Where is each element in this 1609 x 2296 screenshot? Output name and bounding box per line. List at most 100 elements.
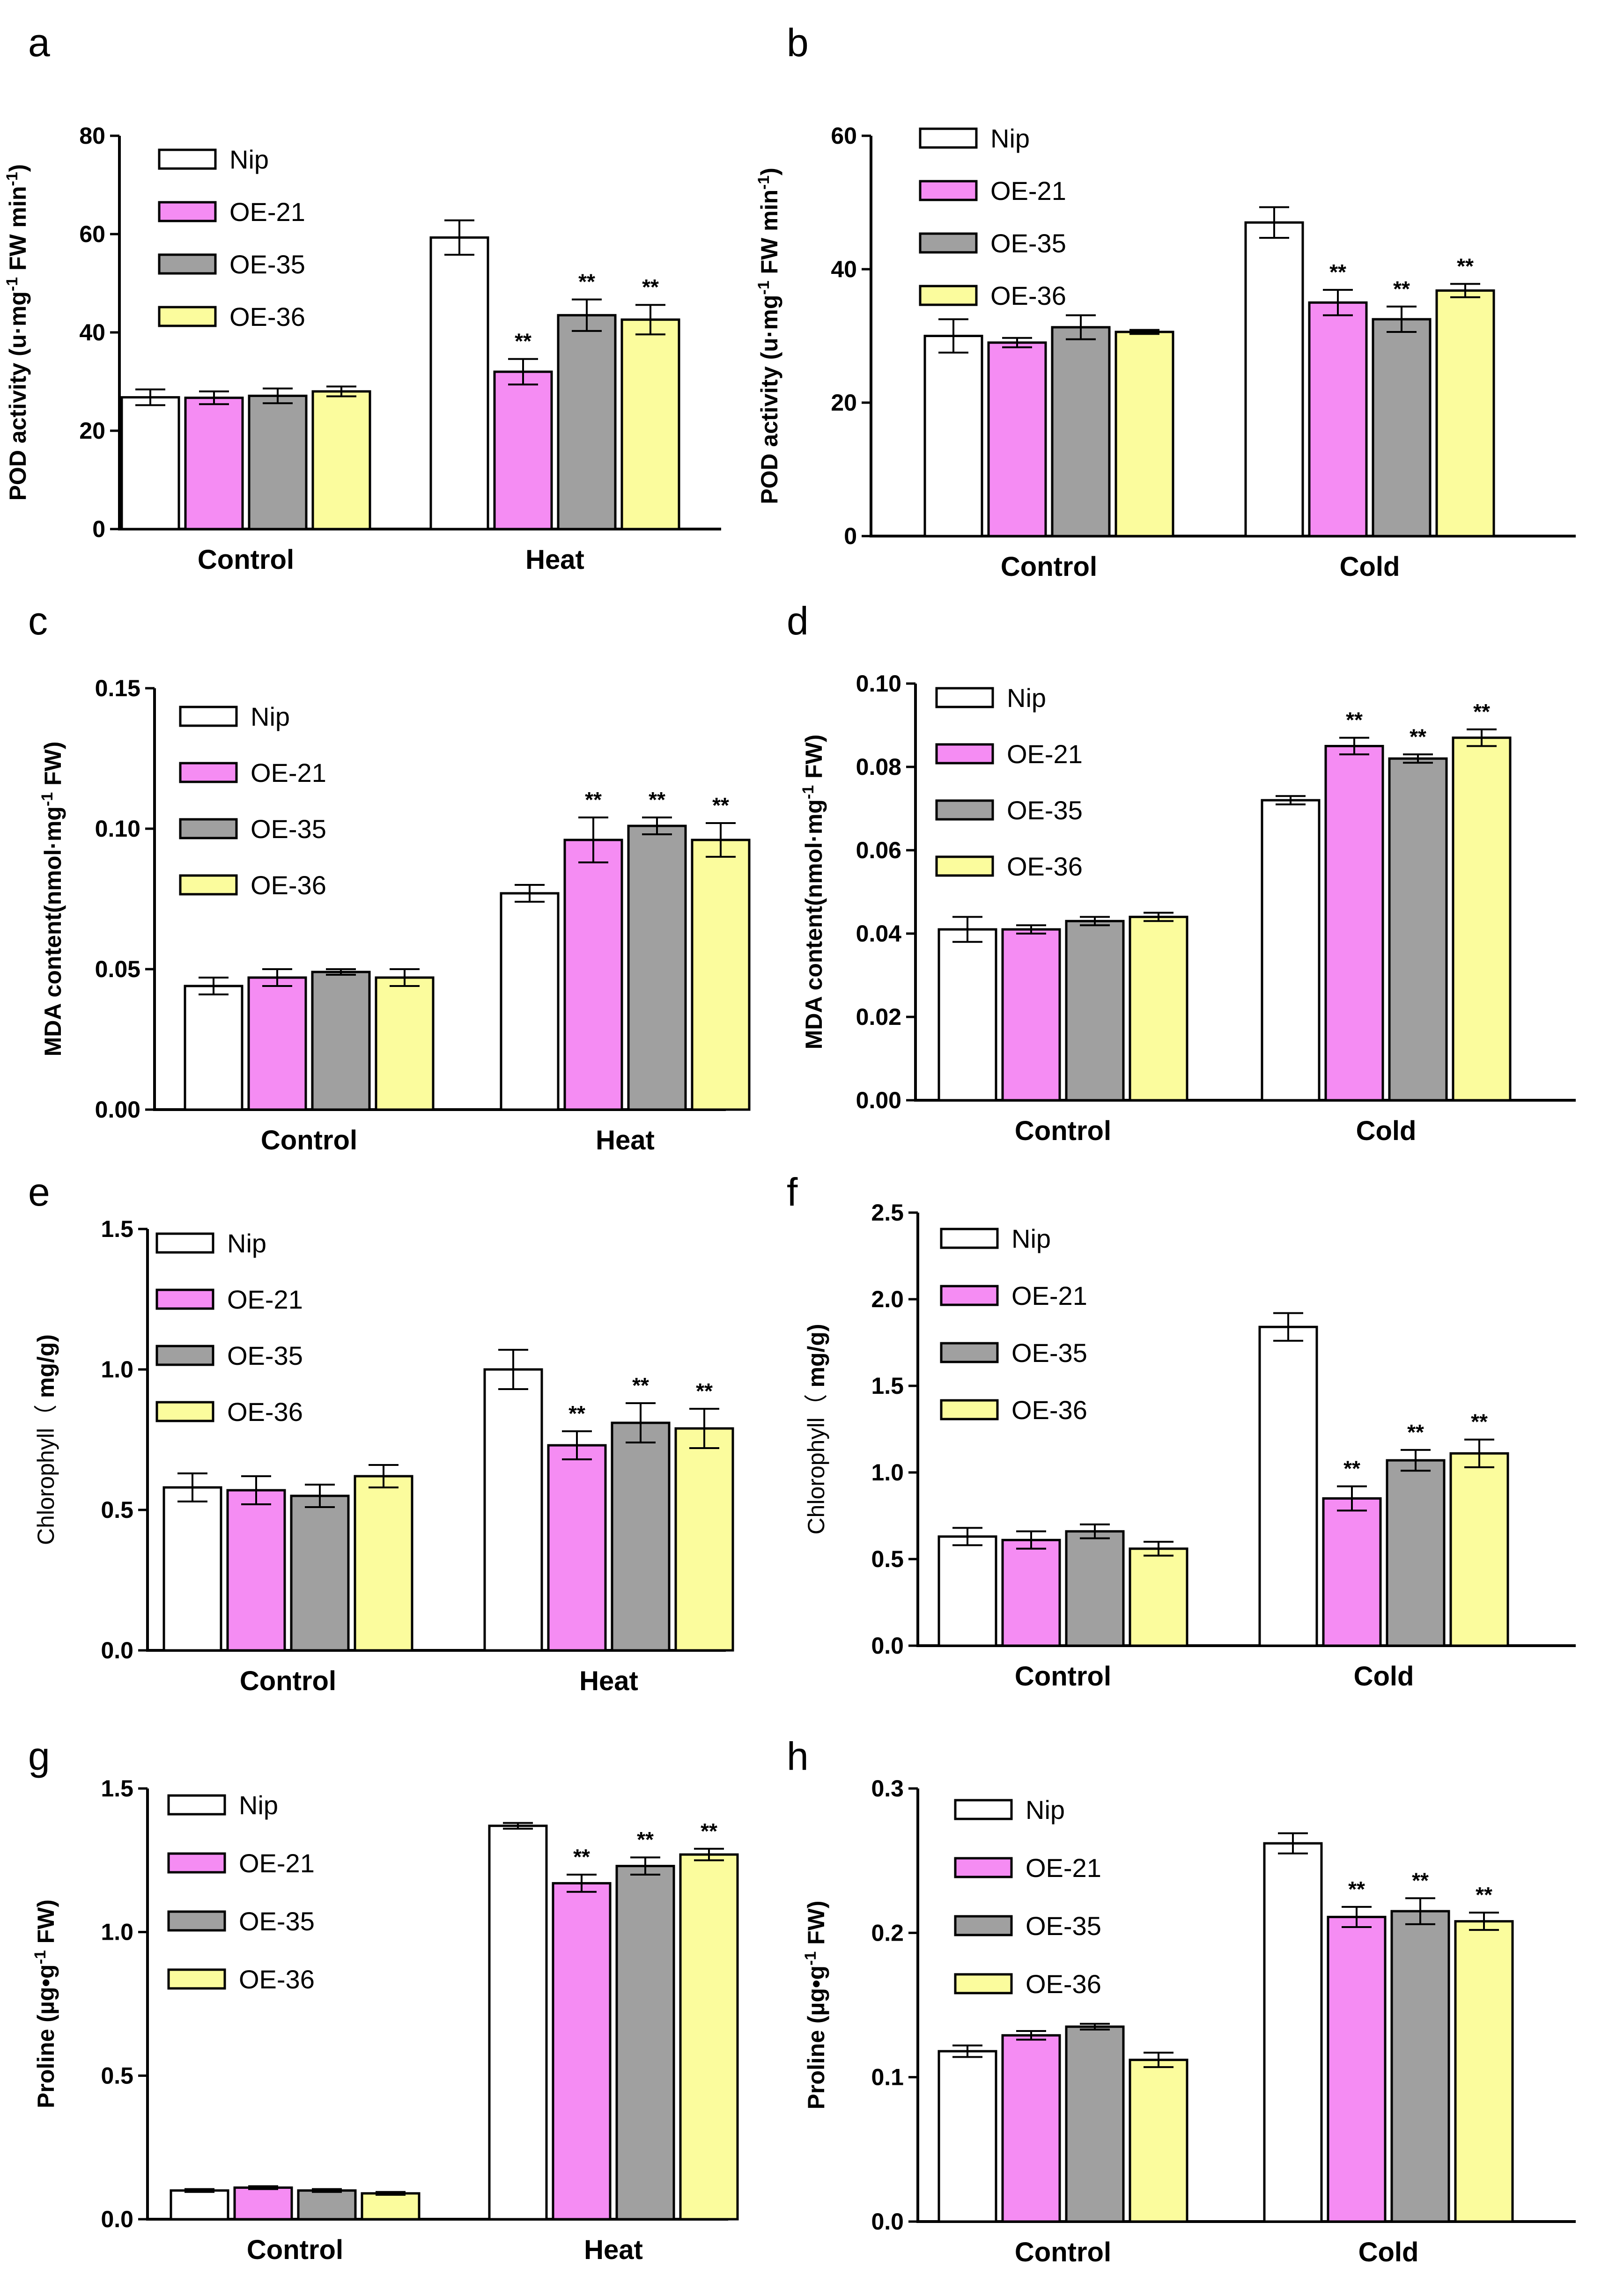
bar xyxy=(547,1444,607,1652)
y-tick-label: 2.5 xyxy=(871,1200,904,1226)
y-tick-label: 0.1 xyxy=(871,2064,904,2090)
legend-swatch xyxy=(940,1228,999,1249)
y-tick-label: 0.5 xyxy=(871,1546,904,1572)
y-tick-label: 60 xyxy=(79,221,105,247)
legend-label: OE-36 xyxy=(251,870,326,900)
y-axis-label-part: MDA content(nmol·mg xyxy=(801,799,827,1049)
x-category-label: Cold xyxy=(1354,1661,1414,1692)
legend-label: OE-36 xyxy=(229,302,305,331)
bar xyxy=(1388,757,1448,1102)
x-category-label: Control xyxy=(1015,1661,1111,1692)
panel-c: c 0.00 0.05 0.10 0.15 MDA content(nmol·mg-1 F… xyxy=(28,599,751,1155)
x-category-label: Control xyxy=(1015,2237,1111,2267)
y-tick-label: 0.3 xyxy=(871,1775,904,1802)
bar xyxy=(1001,1538,1061,1647)
y-tick-label: 2.0 xyxy=(871,1286,904,1312)
bar xyxy=(691,839,751,1111)
y-axis-label-part: FW) xyxy=(803,1901,829,1951)
y-axis-label-part: FW min xyxy=(5,186,31,277)
y-tick-label: 1.0 xyxy=(101,1356,133,1383)
y-axis-label-part: Chlorophyll（ xyxy=(33,1398,59,1545)
bar xyxy=(233,2186,293,2221)
significance-label: ** xyxy=(649,787,665,812)
legend-label: OE-35 xyxy=(1026,1911,1101,1941)
y-tick-label: 0.10 xyxy=(95,816,140,842)
bar xyxy=(627,824,687,1111)
bar xyxy=(429,236,489,530)
significance-label: ** xyxy=(578,270,595,294)
y-tick-label: 40 xyxy=(79,319,105,346)
panel-letter: h xyxy=(787,1734,809,1778)
significance-label: ** xyxy=(1471,1410,1488,1434)
significance-label: ** xyxy=(696,1379,713,1403)
bar xyxy=(226,1489,286,1652)
bar xyxy=(557,314,617,530)
y-axis-label: MDA content(nmol·mg-1 FW) xyxy=(799,735,827,1050)
y-axis-label-part: ) xyxy=(5,164,31,172)
bar xyxy=(1051,326,1111,537)
bar xyxy=(674,1427,734,1652)
x-category-label: Cold xyxy=(1358,2237,1419,2267)
y-axis-label-part: -1 xyxy=(38,792,56,806)
x-category-label: Control xyxy=(240,1666,336,1696)
y-axis-label-part: mg/g) xyxy=(803,1324,829,1387)
legend-label: Nip xyxy=(251,702,290,731)
y-tick-label: 60 xyxy=(831,123,857,149)
bar xyxy=(1129,1547,1188,1647)
x-category-label: Control xyxy=(198,545,294,575)
y-tick-label: 0.10 xyxy=(856,670,901,697)
bar xyxy=(1001,2034,1061,2223)
significance-label: ** xyxy=(632,1373,649,1398)
legend-swatch xyxy=(935,687,994,708)
legend-swatch xyxy=(954,1799,1013,1820)
significance-label: ** xyxy=(1346,708,1363,732)
bar xyxy=(987,341,1047,537)
bar xyxy=(1261,799,1321,1102)
bar xyxy=(290,1494,350,1652)
bar xyxy=(937,1535,997,1647)
y-tick-label: 0.08 xyxy=(856,754,901,780)
x-category-label: Control xyxy=(1001,552,1097,582)
y-tick-label: 40 xyxy=(831,256,857,282)
bar xyxy=(170,2189,229,2221)
legend-swatch xyxy=(179,762,238,783)
y-axis-label: Proline (µg•g-1 FW) xyxy=(802,1901,829,2110)
legend-swatch xyxy=(155,1345,214,1366)
bar xyxy=(248,394,308,530)
bar xyxy=(1435,289,1495,537)
bar xyxy=(184,397,244,530)
bar xyxy=(1244,221,1304,537)
y-axis-label-part: MDA content(nmol·mg xyxy=(40,806,66,1056)
y-tick-label: 0.00 xyxy=(856,1087,901,1113)
significance-label: ** xyxy=(1473,699,1490,724)
bar xyxy=(375,976,435,1111)
y-axis-label-part: -1 xyxy=(802,1951,819,1965)
y-tick-label: 0.0 xyxy=(871,2208,904,2235)
legend-label: OE-36 xyxy=(1007,852,1083,881)
y-axis-label-part: FW min xyxy=(756,190,782,280)
significance-label: ** xyxy=(1393,277,1410,301)
y-tick-label: 0.06 xyxy=(856,837,901,863)
legend-swatch xyxy=(935,855,994,877)
legend-label: Nip xyxy=(229,145,269,174)
legend-label: OE-35 xyxy=(251,814,326,844)
y-tick-label: 0.00 xyxy=(95,1096,140,1123)
x-category-label: Heat xyxy=(525,545,584,575)
legend-swatch xyxy=(158,306,217,327)
significance-label: ** xyxy=(573,1845,590,1869)
y-tick-label: 1.0 xyxy=(101,1919,133,1945)
bar xyxy=(247,976,307,1111)
legend-label: Nip xyxy=(1011,1224,1051,1253)
bar xyxy=(563,839,623,1111)
legend-swatch xyxy=(179,818,238,839)
panel-letter: a xyxy=(28,21,50,65)
significance-label: ** xyxy=(1343,1457,1360,1481)
y-tick-label: 0 xyxy=(844,523,857,549)
legend-swatch xyxy=(158,201,217,222)
bar xyxy=(620,318,680,530)
y-tick-label: 1.5 xyxy=(871,1373,904,1399)
y-axis-label-part: -1 xyxy=(755,280,773,294)
significance-label: ** xyxy=(701,1819,717,1843)
y-axis-label-part: POD activity (u·mg xyxy=(756,295,782,504)
